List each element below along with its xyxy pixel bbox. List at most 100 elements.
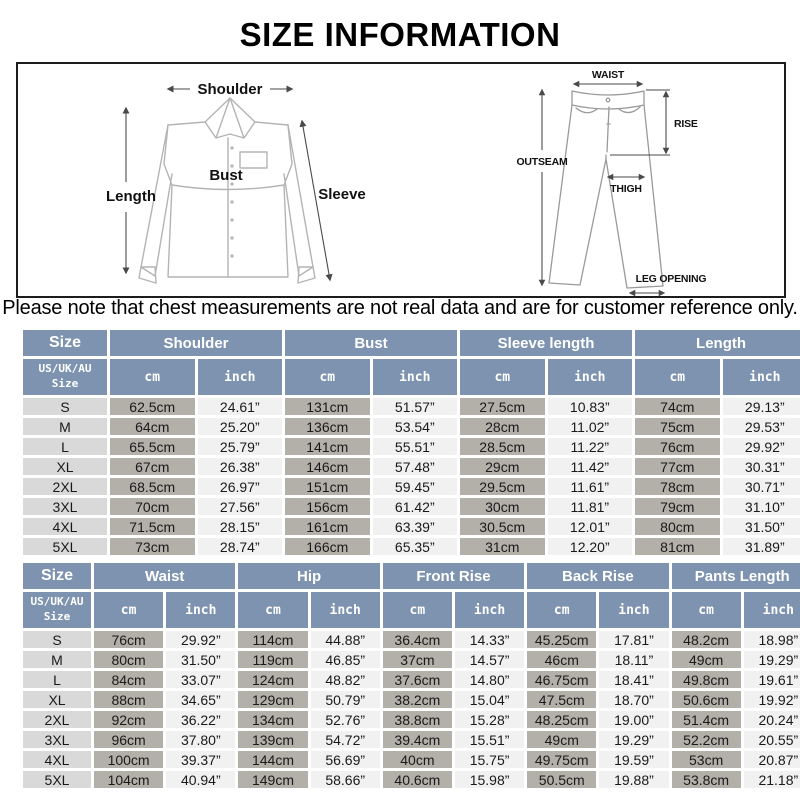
column-header-group: Shoulder <box>110 330 283 356</box>
cm-value-cell: 39.4cm <box>382 731 452 748</box>
inch-value-cell: 18.41” <box>599 671 669 688</box>
cm-value-cell: 141cm <box>285 438 370 455</box>
size-row-3XL: 3XL 96cm 37.80” 139cm 54.72” 39.4cm 15.51” 49cm… <box>23 731 800 748</box>
inch-value-cell: 19.88” <box>599 771 669 788</box>
inch-value-cell: 15.04” <box>454 691 525 708</box>
inch-value-cell: 61.42” <box>372 498 458 515</box>
cm-value-cell: 68.5cm <box>110 478 195 495</box>
cm-value-cell: 77cm <box>635 458 720 475</box>
inch-value-cell: 31.50” <box>166 651 236 668</box>
inch-value-cell: 29.13” <box>722 398 800 415</box>
unit-header-inch: inch <box>743 592 800 628</box>
unit-header-inch: inch <box>372 359 458 395</box>
inch-value-cell: 21.18” <box>743 771 800 788</box>
size-cell: XL <box>23 458 107 475</box>
cm-value-cell: 49cm <box>671 651 741 668</box>
unit-header-cm: cm <box>527 592 597 628</box>
inch-value-cell: 36.22” <box>166 711 236 728</box>
cm-value-cell: 38.8cm <box>382 711 452 728</box>
column-header-size: Size <box>23 563 91 589</box>
shirt-size-table: Size Shoulder Bust Sleeve length Length US/UK… <box>20 327 800 558</box>
pants-size-table: Size Waist Hip Front Rise Back Rise Pants Len… <box>20 560 800 791</box>
cm-value-cell: 161cm <box>285 518 370 535</box>
size-row-M: M 80cm 31.50” 119cm 46.85” 37cm 14.57” 46cm 18.1… <box>23 651 800 668</box>
inch-value-cell: 59.45” <box>372 478 458 495</box>
cm-value-cell: 136cm <box>285 418 370 435</box>
inch-value-cell: 11.81” <box>547 498 633 515</box>
cm-value-cell: 70cm <box>110 498 195 515</box>
size-row-5XL: 5XL 73cm 28.74” 166cm 65.35” 31cm 12.20” 81cm 31… <box>23 538 800 555</box>
inch-value-cell: 12.01” <box>547 518 633 535</box>
cm-value-cell: 119cm <box>238 651 308 668</box>
inch-value-cell: 44.88” <box>310 631 380 648</box>
inch-value-cell: 30.31” <box>722 458 800 475</box>
unit-header-cm: cm <box>94 592 164 628</box>
inch-value-cell: 37.80” <box>166 731 236 748</box>
size-cell: M <box>23 418 107 435</box>
inch-value-cell: 19.00” <box>599 711 669 728</box>
size-row-5XL: 5XL 104cm 40.94” 149cm 58.66” 40.6cm 15.98” 50.… <box>23 771 800 788</box>
inch-value-cell: 11.42” <box>547 458 633 475</box>
inch-value-cell: 33.07” <box>166 671 236 688</box>
inch-value-cell: 58.66” <box>310 771 380 788</box>
unit-header-cm: cm <box>382 592 452 628</box>
size-row-2XL: 2XL 92cm 36.22” 134cm 52.76” 38.8cm 15.28” 48.2… <box>23 711 800 728</box>
cm-value-cell: 144cm <box>238 751 308 768</box>
inch-value-cell: 15.28” <box>454 711 525 728</box>
inch-value-cell: 40.94” <box>166 771 236 788</box>
reference-note: Please note that chest measurements are … <box>2 297 798 319</box>
inch-value-cell: 18.11” <box>599 651 669 668</box>
cm-value-cell: 46.75cm <box>527 671 597 688</box>
column-header-group: Hip <box>238 563 380 589</box>
unit-header-inch: inch <box>722 359 800 395</box>
inch-value-cell: 51.57” <box>372 398 458 415</box>
inch-value-cell: 27.56” <box>197 498 283 515</box>
inch-value-cell: 56.69” <box>310 751 380 768</box>
inch-value-cell: 19.29” <box>599 731 669 748</box>
cm-value-cell: 134cm <box>238 711 308 728</box>
cm-value-cell: 37cm <box>382 651 452 668</box>
cm-value-cell: 80cm <box>635 518 720 535</box>
unit-header-inch: inch <box>310 592 380 628</box>
inch-value-cell: 11.22” <box>547 438 633 455</box>
cm-value-cell: 48.25cm <box>527 711 597 728</box>
cm-value-cell: 73cm <box>110 538 195 555</box>
cm-value-cell: 156cm <box>285 498 370 515</box>
cm-value-cell: 67cm <box>110 458 195 475</box>
cm-value-cell: 151cm <box>285 478 370 495</box>
inch-value-cell: 39.37” <box>166 751 236 768</box>
pants-measurement-diagram: WAIST RISE OUTSEAM THIGH LEG OPENING <box>516 69 707 296</box>
column-header-group: Pants Length <box>671 563 800 589</box>
cm-value-cell: 166cm <box>285 538 370 555</box>
inch-value-cell: 46.85” <box>310 651 380 668</box>
unit-header-cm: cm <box>635 359 720 395</box>
cm-value-cell: 40cm <box>382 751 452 768</box>
inch-value-cell: 48.82” <box>310 671 380 688</box>
cm-value-cell: 104cm <box>94 771 164 788</box>
inch-value-cell: 17.81” <box>599 631 669 648</box>
inch-value-cell: 63.39” <box>372 518 458 535</box>
cm-value-cell: 31cm <box>460 538 545 555</box>
inch-value-cell: 14.57” <box>454 651 525 668</box>
column-subheader-size-region: US/UK/AU Size <box>23 592 91 628</box>
cm-value-cell: 45.25cm <box>527 631 597 648</box>
inch-value-cell: 50.79” <box>310 691 380 708</box>
size-cell: 5XL <box>23 771 91 788</box>
inch-value-cell: 26.97” <box>197 478 283 495</box>
size-cell: M <box>23 651 91 668</box>
inch-value-cell: 10.83” <box>547 398 633 415</box>
unit-header-inch: inch <box>547 359 633 395</box>
cm-value-cell: 48.2cm <box>671 631 741 648</box>
cm-value-cell: 79cm <box>635 498 720 515</box>
cm-value-cell: 146cm <box>285 458 370 475</box>
unit-header-inch: inch <box>166 592 236 628</box>
cm-value-cell: 29cm <box>460 458 545 475</box>
measurement-diagram-box: Shoulder Length Bust Sleeve <box>16 62 786 298</box>
size-row-L: L 84cm 33.07” 124cm 48.82” 37.6cm 14.80” 46.75c… <box>23 671 800 688</box>
size-cell: L <box>23 671 91 688</box>
cm-value-cell: 51.4cm <box>671 711 741 728</box>
cm-value-cell: 28.5cm <box>460 438 545 455</box>
size-cell: S <box>23 631 91 648</box>
inch-value-cell: 14.33” <box>454 631 525 648</box>
inch-value-cell: 28.15” <box>197 518 283 535</box>
